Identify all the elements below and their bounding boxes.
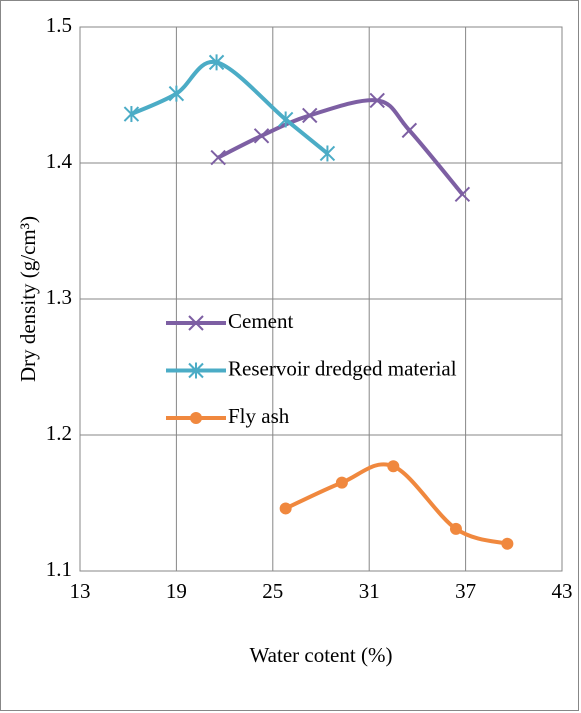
legend-label: Cement — [228, 309, 293, 333]
marker — [369, 92, 385, 109]
marker — [501, 537, 514, 550]
legend-label: Reservoir dredged material — [228, 356, 457, 380]
x-tick-label: 43 — [552, 579, 573, 603]
marker-dot — [279, 502, 292, 515]
y-tick-label: 1.3 — [46, 285, 72, 309]
marker — [387, 460, 400, 473]
x-tick-label: 37 — [455, 579, 476, 603]
marker — [279, 502, 292, 515]
marker — [253, 128, 270, 144]
marker — [188, 315, 204, 331]
marker-stroke — [210, 149, 226, 166]
marker — [123, 106, 140, 123]
marker-stroke — [188, 315, 204, 331]
marker — [335, 476, 348, 489]
marker — [188, 362, 204, 379]
marker-stroke — [454, 186, 471, 202]
marker-dot — [335, 476, 348, 489]
marker — [277, 111, 294, 128]
marker — [401, 122, 418, 139]
marker — [168, 85, 185, 102]
marker — [319, 145, 336, 162]
x-tick-label: 13 — [70, 579, 91, 603]
y-tick-label: 1.2 — [46, 421, 72, 445]
x-tick-label: 25 — [262, 579, 283, 603]
x-tick-label: 19 — [166, 579, 187, 603]
marker — [210, 149, 226, 166]
y-tick-label: 1.5 — [46, 13, 72, 37]
marker — [454, 186, 471, 202]
marker — [190, 412, 202, 424]
x-tick-label: 31 — [359, 579, 380, 603]
marker — [302, 107, 318, 124]
y-tick-label: 1.1 — [46, 557, 72, 581]
marker-dot — [387, 460, 400, 473]
marker-stroke — [401, 122, 418, 139]
marker — [208, 54, 225, 71]
marker — [449, 522, 462, 535]
y-tick-label: 1.4 — [46, 149, 73, 173]
plot-border — [79, 26, 563, 572]
marker-stroke — [302, 107, 318, 124]
x-axis-title: Water cotent (%) — [250, 643, 393, 667]
marker-stroke — [253, 128, 270, 144]
marker-dot — [190, 412, 202, 424]
marker-stroke — [369, 92, 385, 109]
legend-label: Fly ash — [228, 404, 290, 428]
marker-dot — [501, 537, 514, 550]
marker-dot — [449, 522, 462, 535]
y-axis-title: Dry density (g/cm³) — [16, 216, 40, 382]
